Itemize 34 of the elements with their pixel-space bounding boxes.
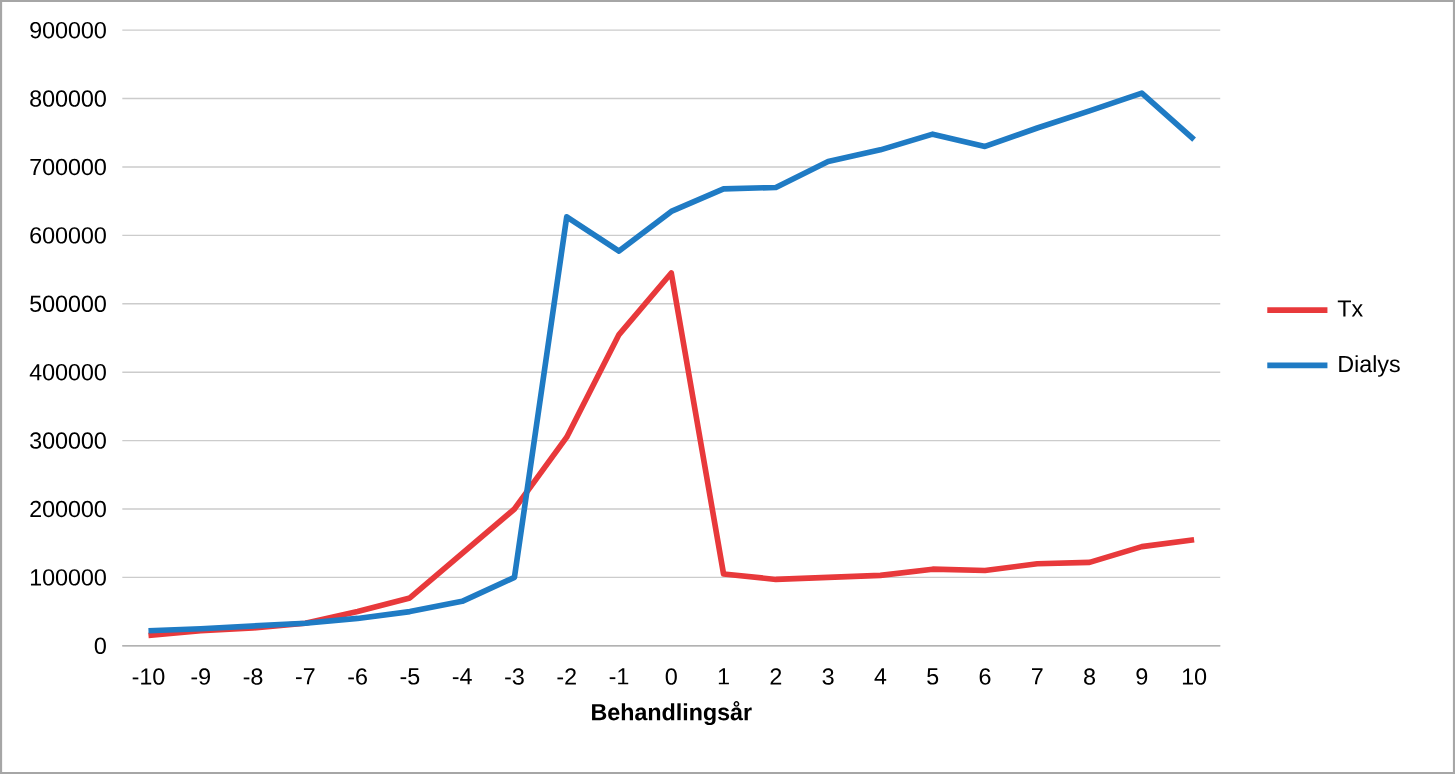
x-tick-label: 4 [874,668,887,685]
x-tick-label: 0 [665,668,677,685]
x-tick-label: 6 [979,668,991,685]
y-tick-label: 900000 [30,21,106,39]
x-tick-label: 3 [822,668,834,685]
x-tick-label: 2 [770,668,782,685]
x-tick-label: 7 [1032,668,1043,685]
x-axis-title: Behandlingsår [592,700,752,725]
x-tick-label: 10 [1182,668,1207,685]
x-tick-label: -3 [505,668,524,685]
x-tick-label: -2 [557,668,576,685]
x-tick-label: -1 [609,668,629,685]
y-tick-label: 600000 [30,227,106,244]
y-tick-label: 0 [94,637,106,654]
x-tick-label: -9 [191,668,210,685]
y-tick-label: 300000 [30,432,106,449]
x-tick-label: -8 [243,668,263,685]
y-tick-label: 700000 [30,158,106,176]
legend-label: Tx [1337,300,1363,317]
x-tick-label: 8 [1084,668,1096,685]
x-tick-label: -4 [452,668,472,685]
y-tick-label: 100000 [30,569,106,586]
x-tick-label: 5 [927,668,939,685]
x-tick-label: 1 [718,668,729,685]
y-tick-label: 400000 [29,363,106,381]
legend-label: Dialys [1339,355,1400,377]
y-tick-label: 800000 [30,90,106,107]
y-tick-label: 500000 [30,295,106,312]
x-tick-label: -5 [400,668,420,685]
x-tick-label: 9 [1136,668,1148,685]
x-tick-label: -10 [132,668,165,685]
y-tick-label: 200000 [30,500,106,518]
x-tick-label: -7 [296,668,315,685]
x-tick-label: -6 [348,668,367,685]
